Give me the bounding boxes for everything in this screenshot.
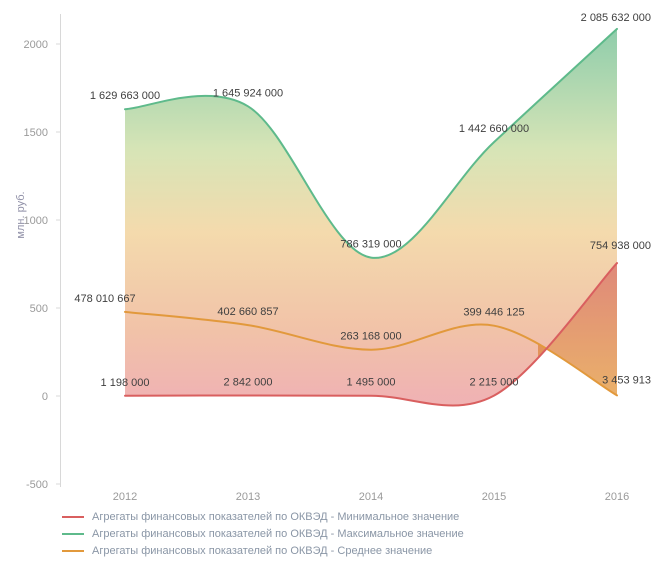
point-label-avg-2013: 402 660 857 bbox=[217, 306, 278, 318]
x-axis-label: 2016 bbox=[605, 491, 629, 503]
x-axis-label: 2012 bbox=[113, 491, 137, 503]
legend-swatch-min bbox=[62, 516, 84, 518]
legend-label-max: Агрегаты финансовых показателей по ОКВЭД… bbox=[92, 528, 464, 540]
series-line-avg bbox=[124, 310, 618, 397]
point-label-max-2012: 1 629 663 000 bbox=[90, 90, 160, 102]
series-line-min bbox=[124, 262, 618, 407]
point-label-min-2015: 2 215 000 bbox=[470, 377, 519, 389]
y-tick-label: 2000 bbox=[24, 39, 48, 51]
x-axis-label: 2014 bbox=[359, 491, 383, 503]
point-label-avg-2014: 263 168 000 bbox=[340, 331, 401, 343]
point-label-max-2014: 786 319 000 bbox=[340, 239, 401, 251]
y-axis-title: млн. руб. bbox=[15, 191, 27, 238]
point-label-avg-2015: 399 446 125 bbox=[463, 307, 524, 319]
point-label-max-2016: 2 085 632 000 bbox=[581, 12, 651, 24]
point-label-max-2013: 1 645 924 000 bbox=[213, 87, 283, 99]
point-label-min-2012: 1 198 000 bbox=[101, 377, 150, 389]
area-band-avg-min bbox=[538, 263, 617, 396]
legend-label-avg: Агрегаты финансовых показателей по ОКВЭД… bbox=[92, 545, 433, 557]
x-axis-label: 2015 bbox=[482, 491, 506, 503]
point-label-min-2014: 1 495 000 bbox=[347, 377, 396, 389]
area-band-max-min bbox=[125, 28, 617, 406]
chart-legend: Агрегаты финансовых показателей по ОКВЭД… bbox=[62, 511, 464, 557]
y-tick-label: 1500 bbox=[24, 127, 48, 139]
legend-label-min: Агрегаты финансовых показателей по ОКВЭД… bbox=[92, 511, 460, 523]
legend-swatch-max bbox=[62, 533, 84, 535]
area-chart[interactable]: -500 0 500 1000 1500 2000 2012 2013 2014 2015 2016… bbox=[0, 0, 657, 508]
legend-item-avg[interactable]: Агрегаты финансовых показателей по ОКВЭД… bbox=[62, 545, 464, 557]
legend-item-max[interactable]: Агрегаты финансовых показателей по ОКВЭД… bbox=[62, 528, 464, 540]
legend-item-min[interactable]: Агрегаты финансовых показателей по ОКВЭД… bbox=[62, 511, 464, 523]
point-label-min-2013: 2 842 000 bbox=[224, 376, 273, 388]
y-tick-label: 1000 bbox=[24, 215, 48, 227]
series-line-max bbox=[124, 27, 618, 259]
y-tick-label: 500 bbox=[30, 303, 48, 315]
point-label-avg-2016: 3 453 913 bbox=[602, 374, 651, 386]
point-label-max-2015: 1 442 660 000 bbox=[459, 123, 529, 135]
x-axis-label: 2013 bbox=[236, 491, 260, 503]
point-label-min-2016: 754 938 000 bbox=[590, 240, 651, 252]
point-label-avg-2012: 478 010 667 bbox=[74, 293, 135, 305]
y-tick-label: 0 bbox=[42, 391, 48, 403]
y-tick-label: -500 bbox=[26, 479, 48, 491]
legend-swatch-avg bbox=[62, 550, 84, 552]
